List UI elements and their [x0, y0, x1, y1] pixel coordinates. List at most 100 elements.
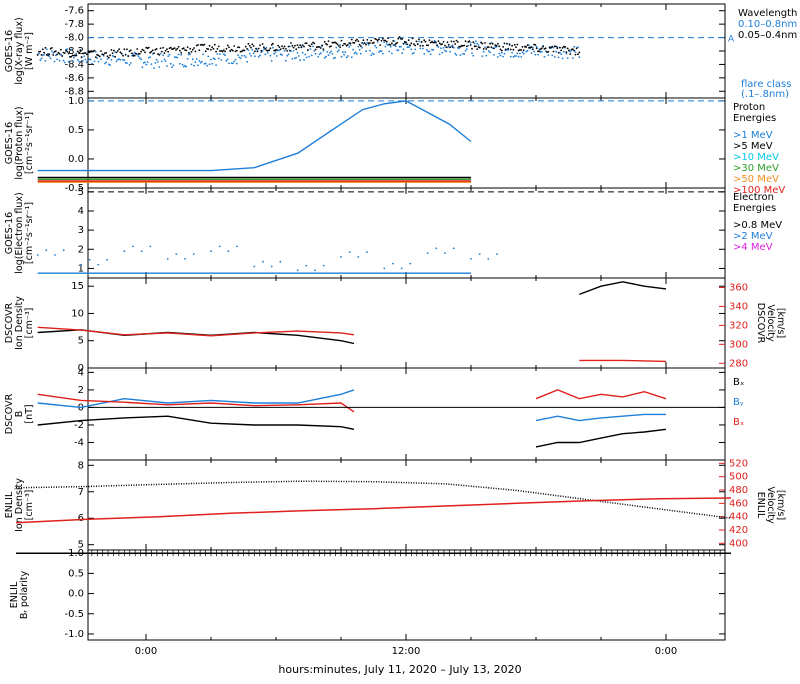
y-tick-label-dscovr_density: 5 — [78, 336, 84, 347]
data-point-xray — [162, 54, 165, 57]
data-point-xray — [335, 42, 338, 45]
data-point-xray — [241, 50, 243, 53]
data-point-xray — [472, 41, 475, 44]
data-point-xray — [572, 57, 574, 59]
data-point-xray — [391, 52, 393, 55]
data-point-xray — [477, 44, 480, 46]
data-point-xray — [100, 50, 102, 52]
data-point-xray — [380, 50, 383, 53]
legend-title-electron: Energies — [733, 203, 776, 214]
data-point-xray — [485, 54, 488, 57]
data-point-xray — [343, 53, 345, 56]
data-point-xray — [270, 60, 273, 62]
data-point-xray — [411, 37, 414, 40]
data-point-electron — [270, 265, 273, 268]
data-point-xray — [106, 55, 109, 58]
data-point-xray — [166, 65, 168, 67]
data-point-xray — [440, 47, 442, 50]
y-tick-label-electron: 5 — [78, 187, 84, 198]
data-point-xray — [303, 45, 305, 48]
data-point-xray — [169, 46, 172, 49]
data-point-xray — [272, 42, 274, 45]
data-point-xray — [363, 42, 366, 44]
data-point-xray — [391, 42, 393, 44]
data-point-xray — [63, 52, 66, 54]
data-point-xray — [66, 48, 69, 50]
data-point-xray — [467, 44, 470, 47]
data-point-xray — [350, 56, 353, 59]
data-point-xray — [427, 50, 429, 53]
data-point-xray — [176, 47, 179, 50]
data-point-xray — [414, 48, 417, 51]
data-point-xray — [565, 51, 568, 54]
data-point-xray — [144, 51, 146, 54]
data-point-xray — [500, 51, 503, 54]
data-point-electron — [166, 258, 169, 260]
data-point-xray — [511, 44, 513, 47]
data-point-xray — [384, 39, 387, 42]
y-tick-label-enlil_polarity: -1.0 — [64, 629, 84, 640]
data-point-xray — [442, 47, 445, 49]
data-point-xray — [519, 49, 521, 51]
data-point-xray — [286, 54, 289, 57]
data-point-xray — [75, 53, 78, 55]
data-point-xray — [336, 50, 339, 53]
data-point-xray — [154, 48, 157, 51]
data-point-xray — [119, 59, 122, 61]
data-point-xray — [338, 49, 340, 52]
data-point-xray — [372, 53, 375, 56]
data-point-xray — [458, 45, 460, 48]
y-tick-label-xray: -8.6 — [64, 73, 84, 84]
data-point-xray — [303, 58, 305, 61]
legend-entry-electron: >4 MeV — [733, 242, 773, 253]
y-tick-label-enlil_density: 6 — [78, 513, 84, 524]
data-point-xray — [336, 43, 339, 46]
data-point-xray — [73, 56, 75, 59]
data-point-xray — [275, 55, 278, 57]
data-point-xray — [296, 52, 299, 54]
y2-tick-label-enlil_density: 500 — [729, 472, 748, 483]
data-point-xray — [472, 54, 475, 57]
y-tick-label-xray: -8.4 — [64, 59, 84, 70]
data-point-xray — [251, 43, 254, 46]
data-point-xray — [482, 50, 485, 53]
data-point-xray — [522, 52, 525, 55]
data-point-xray — [418, 40, 420, 43]
data-point-xray — [352, 48, 354, 51]
data-point-xray — [60, 48, 62, 51]
data-point-xray — [521, 51, 524, 54]
data-point-xray — [376, 41, 379, 43]
data-point-xray — [499, 54, 502, 57]
data-point-xray — [40, 54, 43, 56]
data-point-xray — [217, 45, 220, 48]
data-point-xray — [521, 46, 524, 48]
data-point-xray — [254, 50, 256, 53]
data-point-xray — [498, 45, 501, 48]
data-point-xray — [398, 36, 401, 38]
data-point-xray — [78, 51, 80, 54]
data-point-xray — [340, 39, 343, 42]
data-point-xray — [225, 47, 228, 50]
data-point-xray — [347, 55, 349, 57]
data-point-xray — [122, 54, 124, 57]
data-point-xray — [538, 48, 541, 51]
data-point-xray — [189, 53, 192, 56]
data-point-xray — [325, 55, 327, 58]
data-point-xray — [239, 57, 242, 60]
data-point-xray — [314, 48, 317, 51]
legend-entry-electron: >0.8 MeV — [733, 220, 782, 231]
data-point-xray — [229, 49, 232, 52]
data-point-xray — [447, 43, 450, 46]
y2-tick-label-enlil_density: 460 — [729, 498, 748, 509]
legend-entry-proton: >30 MeV — [733, 163, 779, 174]
data-point-xray — [555, 45, 557, 48]
y2-tick-label-enlil_density: 440 — [729, 512, 748, 523]
data-point-xray — [140, 58, 143, 61]
data-point-xray — [210, 48, 212, 51]
data-point-xray — [52, 54, 55, 56]
data-point-xray — [370, 39, 373, 42]
data-point-xray — [565, 52, 568, 55]
data-point-xray — [252, 45, 255, 47]
data-point-xray — [323, 40, 326, 43]
data-point-xray — [506, 42, 508, 45]
